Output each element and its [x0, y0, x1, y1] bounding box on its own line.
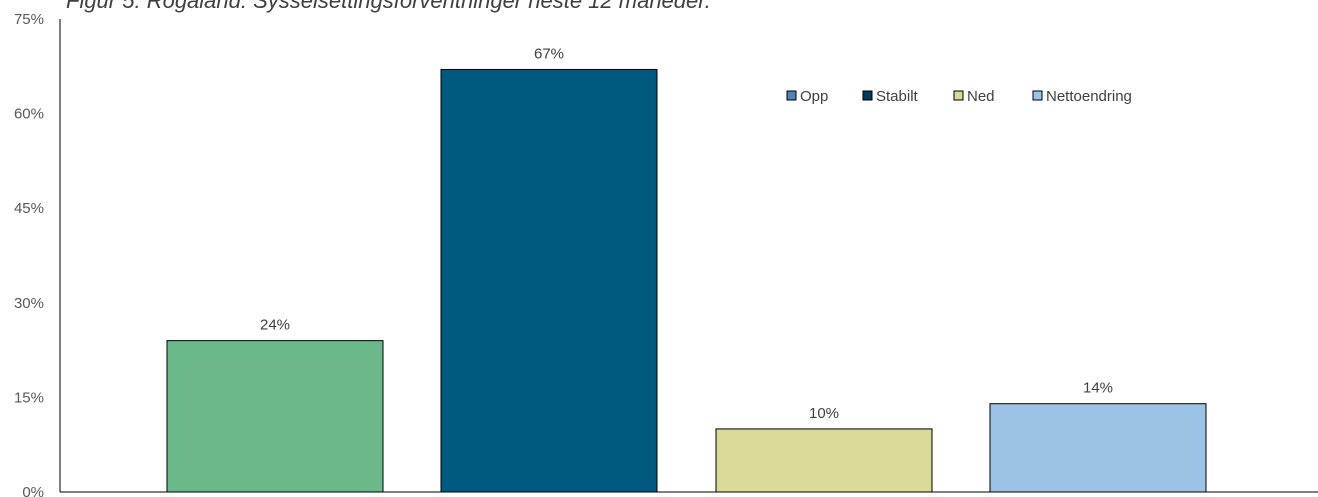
data-label: 10%: [809, 405, 839, 422]
chart-title: Figur 5: Rogaland: Sysselsettingsforvent…: [66, 0, 711, 13]
bar-nettoendring: [989, 403, 1207, 493]
legend-label: Opp: [800, 88, 828, 105]
bar-ned: [715, 428, 933, 493]
y-tick-label: 75%: [14, 11, 44, 28]
legend-swatch: [786, 90, 797, 101]
bar-stabilt: [440, 68, 658, 493]
bar-opp: [166, 340, 384, 493]
legend-swatch: [862, 90, 873, 101]
legend-label: Ned: [967, 88, 995, 105]
data-label: 67%: [534, 45, 564, 62]
y-tick-label: 0%: [22, 484, 44, 497]
y-tick-label: 15%: [14, 389, 44, 406]
legend-label: Stabilt: [876, 88, 919, 105]
y-tick-label: 45%: [14, 200, 44, 217]
legend-swatch: [1032, 90, 1043, 101]
legend-label: Nettoendring: [1046, 88, 1132, 105]
y-tick-label: 30%: [14, 295, 44, 312]
y-tick-label: 60%: [14, 106, 44, 123]
data-label: 24%: [260, 317, 290, 334]
legend-swatch: [953, 90, 964, 101]
data-label: 14%: [1083, 380, 1113, 397]
